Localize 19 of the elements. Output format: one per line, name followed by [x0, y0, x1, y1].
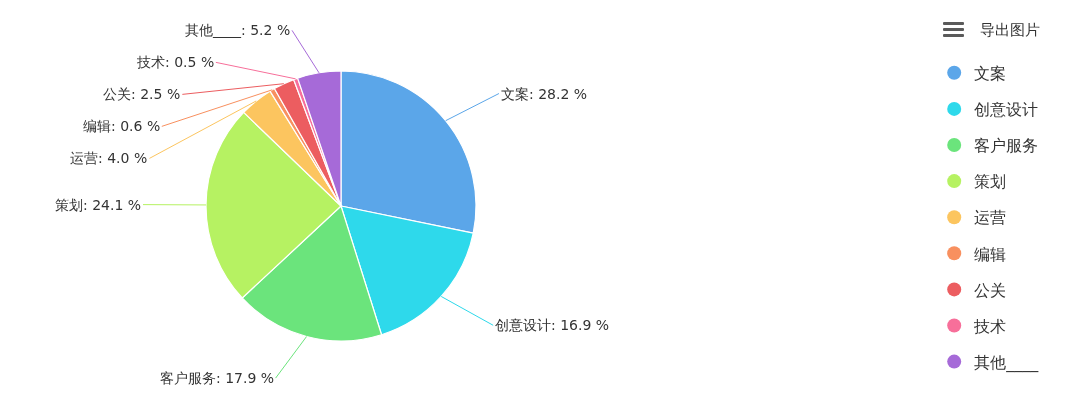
- data-label: 技术: 0.5 %: [136, 54, 215, 70]
- legend-label: 文案: [974, 64, 1007, 84]
- data-label: 策划: 24.1 %: [55, 197, 142, 213]
- data-label: 其他____: 5.2 %: [185, 22, 291, 38]
- legend-label: 客户服务: [974, 136, 1039, 156]
- data-label: 公关: 2.5 %: [103, 86, 181, 102]
- data-label: 创意设计: 16.9 %: [495, 317, 610, 333]
- data-label: 编辑: 0.6 %: [83, 118, 161, 134]
- data-label: 运营: 4.0 %: [70, 150, 148, 166]
- data-label: 客户服务: 17.9 %: [160, 370, 275, 386]
- data-label: 文案: 28.2 %: [501, 86, 588, 102]
- legend-label: 编辑: [974, 244, 1007, 264]
- legend-label: 公关: [974, 280, 1007, 300]
- legend-label: 技术: [973, 316, 1007, 336]
- text: 导出图片: [980, 21, 1040, 39]
- legend-label: 创意设计: [974, 100, 1039, 120]
- legend-label: 策划: [974, 172, 1007, 192]
- legend-label: 其他____: [974, 352, 1040, 373]
- legend-label: 运营: [974, 208, 1007, 228]
